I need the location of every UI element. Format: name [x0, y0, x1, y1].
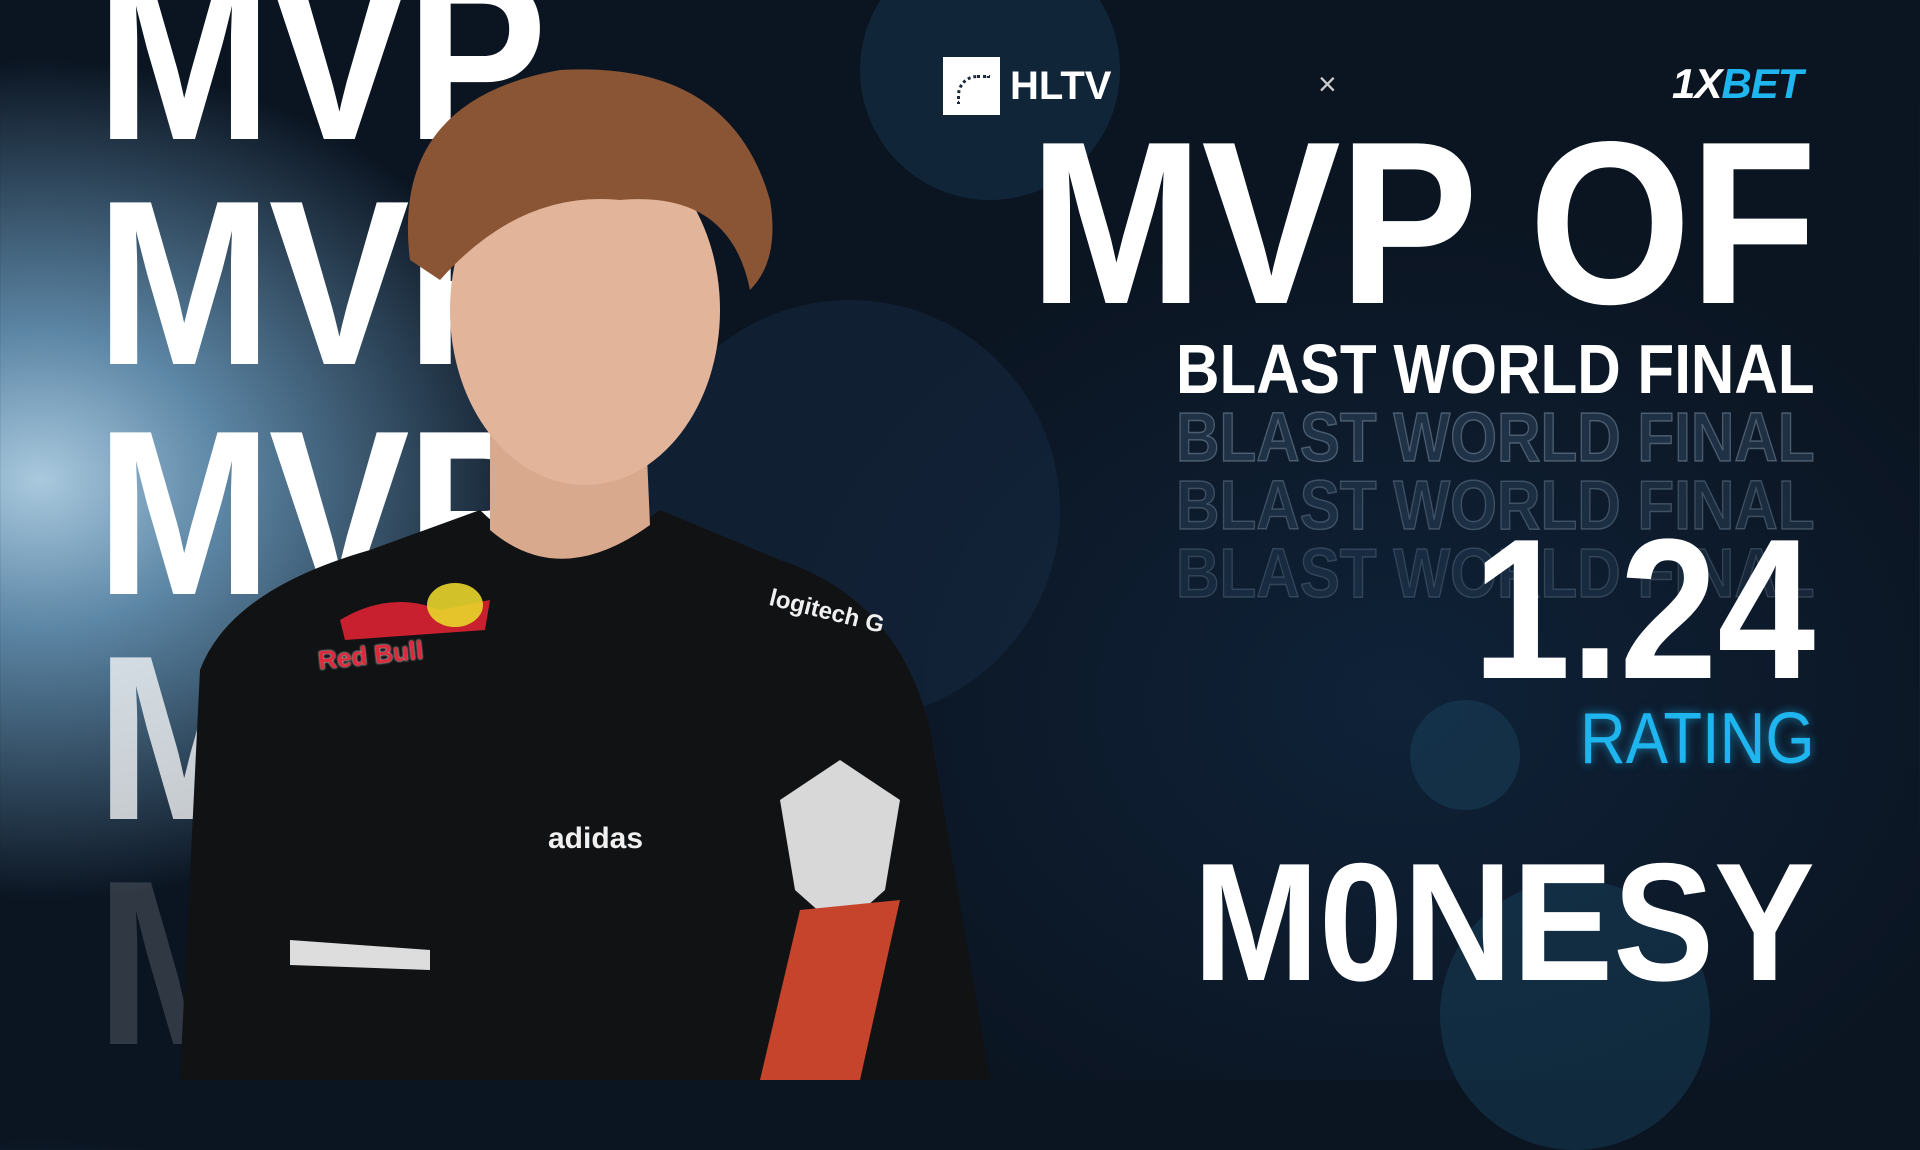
jersey-sponsor-adidas: adidas — [548, 822, 644, 855]
sponsor-suffix: BET — [1721, 60, 1803, 107]
player-shirt — [180, 510, 990, 1080]
bg-circle — [1410, 700, 1520, 810]
hltv-logo-icon — [943, 57, 1000, 115]
shirt-stripe — [760, 900, 900, 1080]
event-echo: BLAST WORLD FINAL — [1176, 534, 1816, 612]
hltv-logo: HLTV — [943, 57, 1111, 115]
event-title: BLAST WORLD FINAL — [1176, 330, 1815, 408]
sponsor-1xbet-logo: 1XBET — [1672, 60, 1803, 108]
player-face — [450, 135, 720, 485]
sponsor-prefix: 1X — [1672, 60, 1722, 107]
player-photo — [180, 69, 990, 1080]
rating-value: 1.24 — [1472, 498, 1815, 721]
sleeve-stripe — [290, 940, 430, 970]
redbull-sun-icon — [427, 583, 483, 627]
player-name: M0NESY — [1193, 828, 1815, 1016]
collab-x-icon: × — [1318, 66, 1337, 102]
rating-label: RATING — [1580, 699, 1815, 779]
event-echo: BLAST WORLD FINAL — [1176, 398, 1816, 476]
headline: MVP OF — [1029, 94, 1817, 353]
player-hair — [407, 69, 773, 290]
hltv-logo-text: HLTV — [1010, 63, 1112, 108]
event-echo: BLAST WORLD FINAL — [1176, 466, 1816, 544]
g2-logo — [780, 760, 900, 930]
